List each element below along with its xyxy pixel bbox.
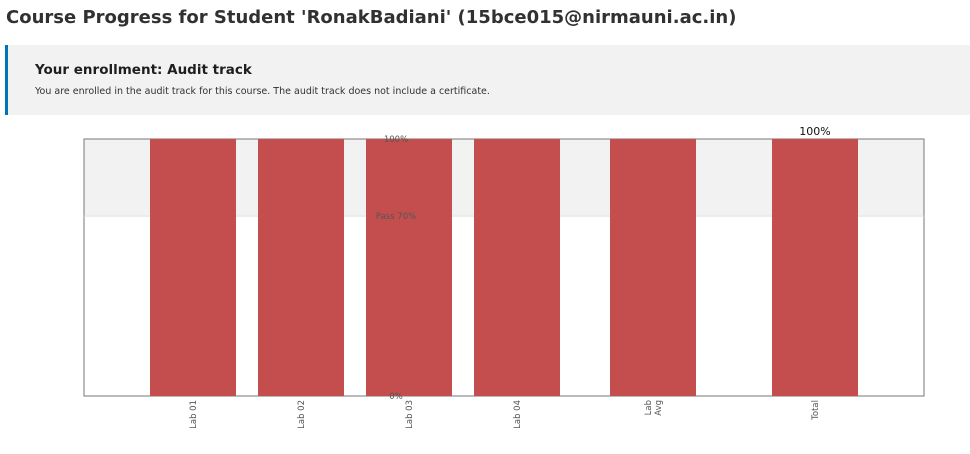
- enrollment-message: Your enrollment: Audit track You are enr…: [5, 45, 970, 115]
- bars-group: [150, 139, 858, 396]
- bar-total: [772, 139, 858, 396]
- bar-lab-03: [366, 139, 452, 396]
- enrollment-title: Your enrollment: Audit track: [35, 62, 252, 78]
- x-tick-label: Lab 02: [297, 400, 307, 429]
- x-tick-label: Lab 01: [189, 400, 199, 429]
- bar-lab-01: [150, 139, 236, 396]
- x-tick-label: Lab 04: [513, 400, 523, 429]
- data-labels-group: 100%: [799, 125, 830, 138]
- y-tick-label: 0%: [389, 392, 403, 402]
- enrollment-text: You are enrolled in the audit track for …: [35, 86, 490, 97]
- bar-lab-04: [474, 139, 560, 396]
- data-label: 100%: [799, 125, 830, 138]
- y-tick-label: 100%: [384, 135, 408, 145]
- x-tick-label: Lab 03: [405, 400, 415, 429]
- bar-lab-02: [258, 139, 344, 396]
- x-labels-group: Lab 01 Lab 02 Lab 03 Lab 04 LabAvg Total: [189, 400, 821, 429]
- y-ticks-group: 100% Pass 70% 0%: [376, 135, 416, 402]
- bar-lab-avg: [610, 139, 696, 396]
- x-tick-label: LabAvg: [644, 400, 664, 416]
- grade-chart: 100%Pass 70%0% Lab 01 Lab 02 Lab 03 Lab 04 L…: [83, 125, 925, 429]
- x-tick-label: Total: [811, 400, 821, 421]
- y-tick-label: Pass 70%: [376, 212, 416, 222]
- page-title: Course Progress for Student 'RonakBadian…: [6, 7, 737, 28]
